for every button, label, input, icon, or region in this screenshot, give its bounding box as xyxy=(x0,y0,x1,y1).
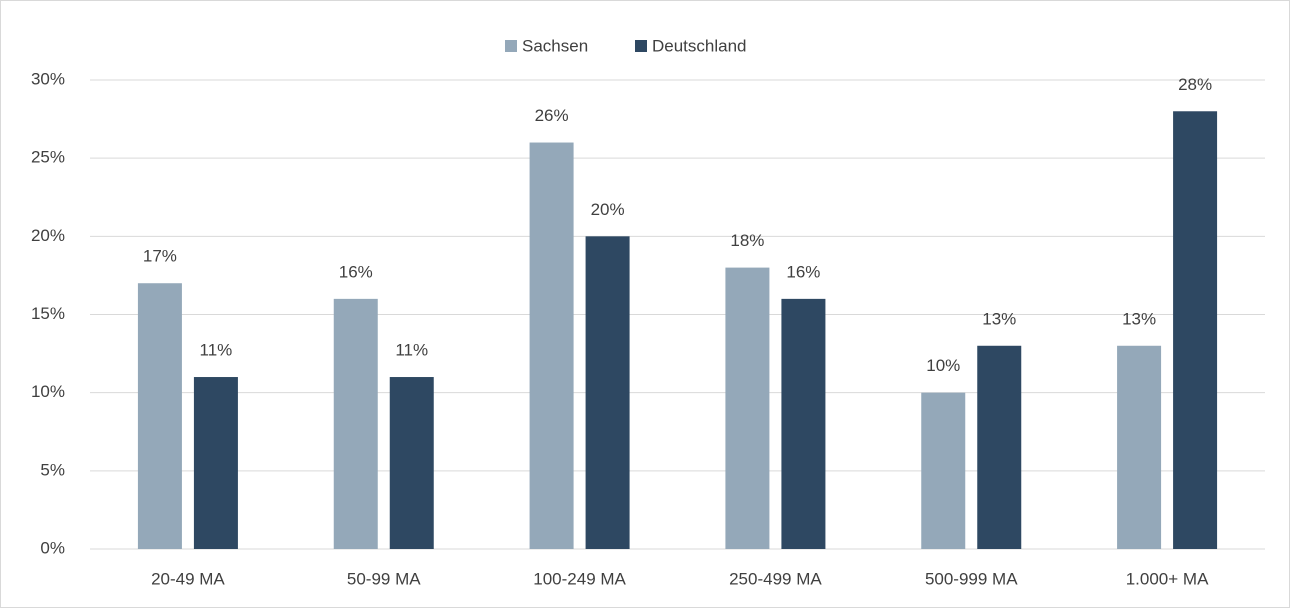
bar xyxy=(1117,345,1162,549)
legend-swatch xyxy=(635,40,647,52)
bar xyxy=(1173,111,1218,550)
x-tick-label: 1.000+ MA xyxy=(1126,569,1209,588)
bar xyxy=(725,267,770,549)
data-label: 11% xyxy=(395,341,428,360)
x-tick-label: 250-499 MA xyxy=(729,569,822,588)
y-tick-label: 5% xyxy=(40,460,65,479)
y-tick-label: 0% xyxy=(40,538,65,557)
bar xyxy=(137,283,182,549)
bar xyxy=(389,377,434,549)
data-label: 13% xyxy=(1122,309,1156,328)
y-tick-label: 15% xyxy=(31,304,65,323)
data-label: 26% xyxy=(535,106,569,125)
data-label: 16% xyxy=(339,262,373,281)
bar xyxy=(977,345,1022,549)
x-tick-label: 500-999 MA xyxy=(925,569,1018,588)
y-tick-label: 30% xyxy=(31,69,65,88)
y-tick-label: 25% xyxy=(31,148,65,167)
data-label: 18% xyxy=(730,231,764,250)
bar xyxy=(193,377,238,549)
bar xyxy=(529,142,574,550)
data-label: 28% xyxy=(1178,75,1212,94)
y-tick-label: 20% xyxy=(31,226,65,245)
legend-label: Sachsen xyxy=(522,36,588,55)
data-label: 11% xyxy=(200,341,233,360)
y-tick-label: 10% xyxy=(31,382,65,401)
bar xyxy=(333,298,378,549)
x-tick-label: 50-99 MA xyxy=(347,569,421,588)
data-label: 10% xyxy=(926,356,960,375)
x-tick-label: 20-49 MA xyxy=(151,569,225,588)
data-label: 13% xyxy=(982,309,1016,328)
bar xyxy=(585,236,630,550)
bar xyxy=(921,392,966,549)
bar xyxy=(781,298,826,549)
data-label: 20% xyxy=(591,200,625,219)
x-tick-label: 100-249 MA xyxy=(533,569,626,588)
legend-label: Deutschland xyxy=(652,36,747,55)
data-label: 16% xyxy=(786,262,820,281)
legend-swatch xyxy=(505,40,517,52)
data-label: 17% xyxy=(143,247,177,266)
